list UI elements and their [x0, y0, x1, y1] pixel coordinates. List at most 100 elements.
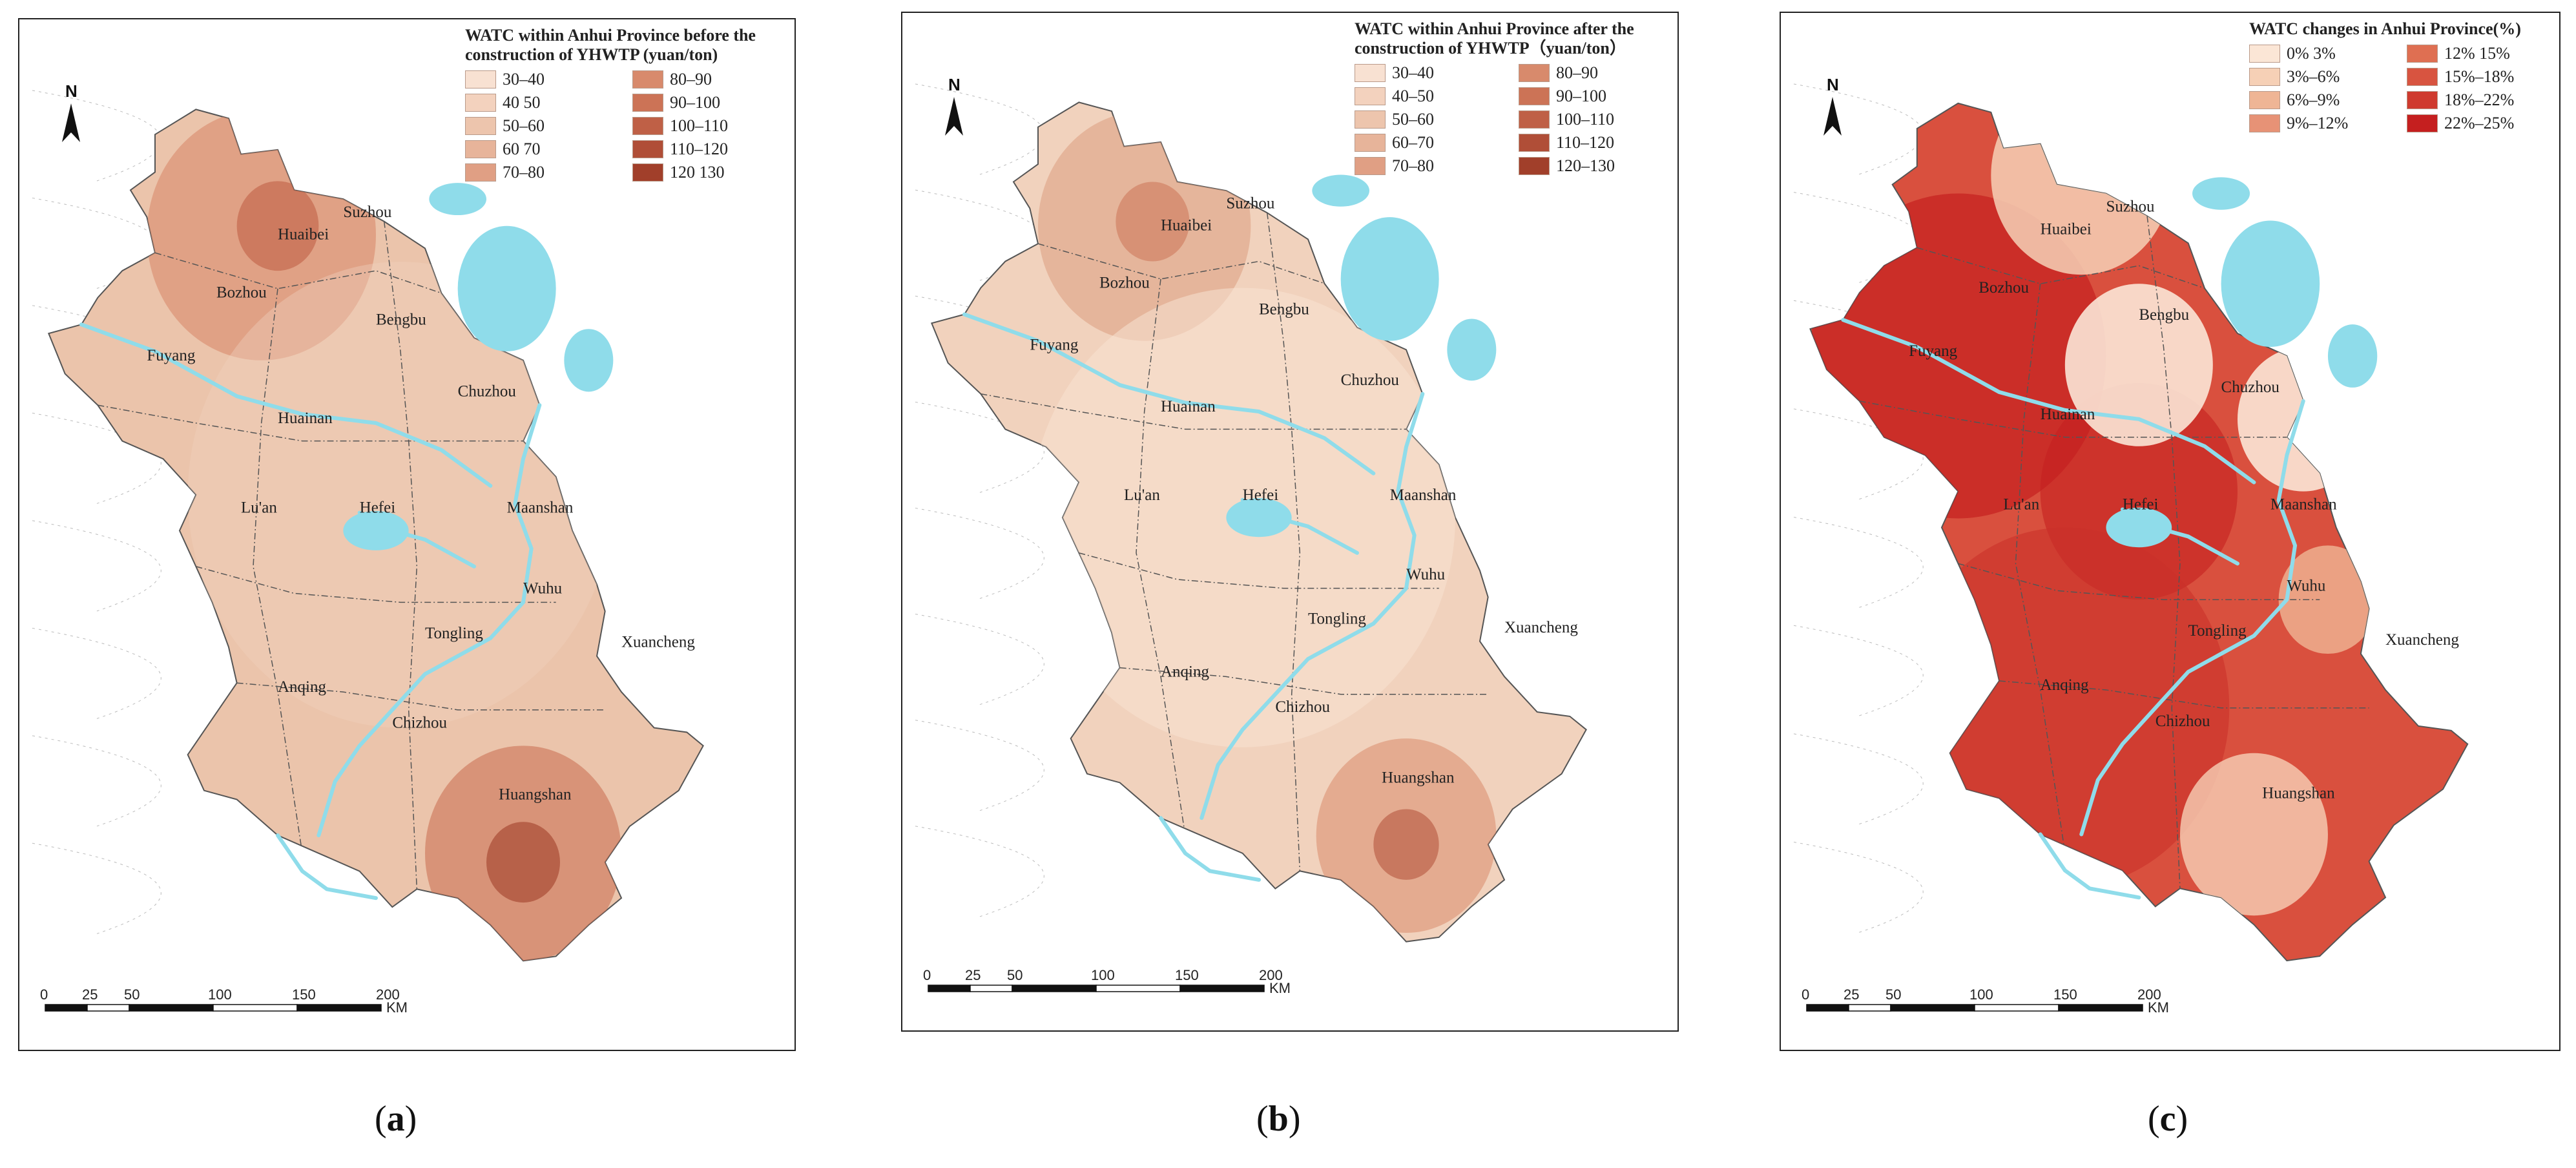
outer-boundary [915, 189, 1044, 281]
lake [2221, 220, 2320, 348]
legend-swatch [632, 94, 663, 112]
legend-items-b: 30–40 80–90 40–50 90–100 50–60 100–110 60–70 11… [1355, 63, 1671, 176]
lake [457, 225, 556, 351]
lake [564, 329, 614, 392]
lake [2106, 507, 2172, 548]
legend-item: 6%–9% [2249, 90, 2395, 110]
city-label: Huaibei [1161, 217, 1212, 235]
lake [429, 183, 487, 216]
city-label: Wuhu [2287, 577, 2326, 594]
city-boundary [1958, 563, 2320, 600]
city-boundary [1916, 247, 2205, 289]
city-boundary [253, 288, 303, 853]
city-label: Chuzhou [1341, 371, 1400, 389]
city-boundary [1079, 552, 1439, 589]
scale-tick-label: 200 [1259, 967, 1283, 983]
scale-tick-label: 25 [965, 967, 981, 983]
city-label: Tongling [1308, 610, 1366, 627]
contour-layer [98, 109, 621, 961]
legend-label: 22%–25% [2444, 114, 2515, 132]
city-label: Huangshan [2262, 785, 2335, 802]
legend-item: 120 130 [632, 163, 788, 182]
legend-c: WATC changes in Anhui Province(%) 0% 3% 1… [2249, 19, 2553, 133]
city-label: Fuyang [1030, 336, 1078, 353]
scale-tick-label: 0 [923, 967, 931, 983]
city-label: Xuancheng [1504, 619, 1578, 636]
city-boundary [981, 393, 1406, 430]
city-boundary [154, 252, 442, 294]
scale-bar-segment [296, 1004, 382, 1012]
legend-item: 110–120 [1519, 133, 1671, 152]
legend-swatch [2249, 45, 2280, 63]
legend-items-a: 30–40 80–90 40 50 90–100 50–60 100–110 60 70 11… [465, 70, 788, 182]
legend-item: 3%–6% [2249, 67, 2395, 87]
legend-item: 90–100 [632, 93, 788, 112]
scale-tick-label: 50 [1885, 986, 1901, 1003]
legend-label: 100–110 [670, 116, 729, 135]
outer-boundary [915, 507, 1044, 599]
city-label: Fuyang [147, 347, 195, 364]
legend-title-b: WATC within Anhui Province after the con… [1355, 19, 1634, 57]
outer-boundary [1793, 842, 1924, 933]
outer-boundary [915, 295, 1044, 387]
contour-zone [187, 262, 614, 728]
legend-swatch [632, 140, 663, 158]
caption-a: (a) [375, 1099, 417, 1139]
north-arrow-icon [1823, 97, 1842, 136]
map-panel-a: Suzhou Huaibei Bozhou Bengbu Fuyang Chuzhou Hu… [18, 18, 796, 1051]
legend-swatch [1519, 110, 1550, 129]
legend-swatch [2249, 114, 2280, 132]
outer-boundary [1793, 733, 1924, 825]
legend-item: 110–120 [632, 140, 788, 159]
legend-swatch [1355, 157, 1386, 175]
scale-bar-segment [928, 985, 971, 992]
north-label: N [65, 81, 78, 101]
city-label: Wuhu [523, 579, 563, 597]
contour-zone [236, 181, 319, 271]
city-boundary [2015, 284, 2066, 853]
lake [2327, 324, 2378, 388]
river [962, 312, 1376, 475]
outer-boundary [1793, 517, 1924, 609]
city-label: Huainan [2041, 406, 2095, 423]
legend-label: 18%–22% [2444, 90, 2515, 109]
scale-tick-label: 200 [376, 986, 400, 1003]
scale-bar-segment [1012, 985, 1097, 992]
legend-swatch [1355, 64, 1386, 82]
contour-zone [2064, 284, 2213, 446]
contour-zone [486, 822, 560, 903]
map-b: Suzhou Huaibei Bozhou Bengbu Fuyang Chuzhou Hu… [915, 75, 1587, 996]
legend-swatch [2249, 91, 2280, 109]
city-label: Tongling [425, 625, 483, 642]
legend-swatch [2407, 91, 2438, 109]
city-label: Chuzhou [458, 382, 517, 400]
city-label: Anqing [278, 678, 327, 696]
city-label: Hefei [360, 499, 396, 517]
outer-boundary [1793, 625, 1924, 716]
scale-tick-label: 0 [40, 986, 48, 1003]
scale-bar-segment [1974, 1004, 2059, 1012]
city-boundary [1136, 278, 1186, 836]
legend-label: 110–120 [670, 140, 729, 158]
legend-label: 60 70 [503, 140, 541, 158]
map-panel-b: Suzhou Huaibei Bozhou Bengbu Fuyang Chuzhou Hu… [901, 12, 1679, 1032]
legend-item: 12% 15% [2407, 44, 2553, 63]
north-arrow-icon [945, 97, 963, 136]
outer-boundary [1793, 300, 1924, 391]
legend-item: 18%–22% [2407, 90, 2553, 110]
legend-label: 120–130 [1556, 156, 1615, 175]
scale-tick-label: 50 [124, 986, 140, 1003]
legend-item: 22%–25% [2407, 114, 2553, 133]
legend-label: 3%–6% [2287, 67, 2340, 86]
legend-item: 100–110 [1519, 110, 1671, 129]
caption-c: (c) [2148, 1099, 2188, 1139]
city-label: Chizhou [1275, 698, 1330, 716]
city-label: Maanshan [1390, 486, 1457, 504]
lake [2192, 177, 2250, 210]
scale-tick-label: 100 [1969, 986, 1993, 1003]
legend-label: 40 50 [503, 93, 541, 112]
city-label: Huangshan [499, 786, 572, 804]
legend-label: 110–120 [1556, 133, 1615, 152]
lake [343, 510, 409, 550]
map-c: Suzhou Huaibei Bozhou Bengbu Fuyang Chuzhou Hu… [1793, 75, 2469, 1016]
